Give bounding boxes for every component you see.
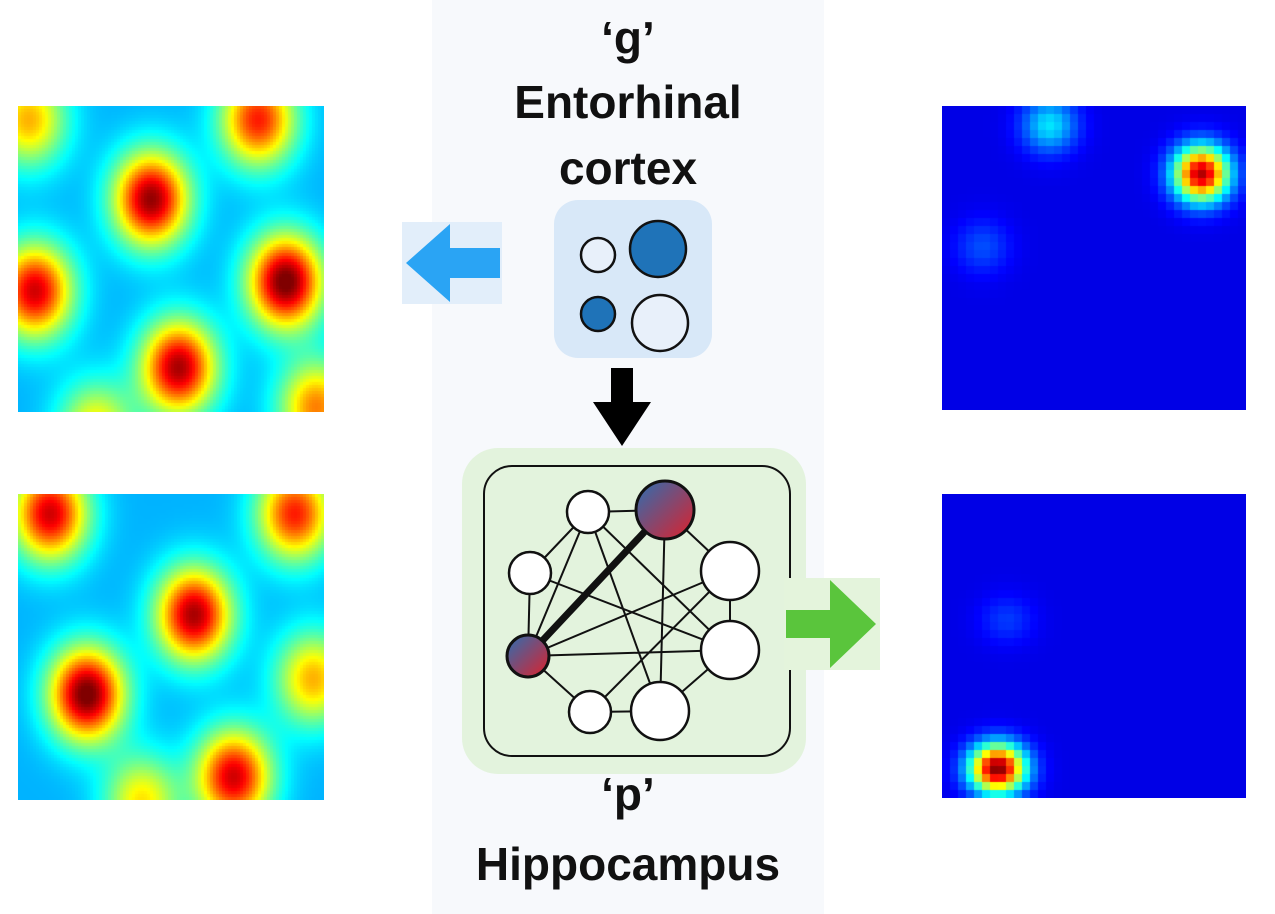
grid-neuron-icon: [579, 236, 617, 274]
place-neuron-icon: [629, 680, 691, 742]
entorhinal-letter-label: ‘g’: [601, 12, 655, 64]
active-place-neuron-icon: [634, 479, 696, 541]
hippocampus-name-label: Hippocampus: [475, 838, 781, 890]
place-neuron-icon: [507, 550, 553, 596]
entorhinal-name-line2: cortex: [558, 142, 698, 194]
place-field-map-bottom: [942, 494, 1246, 798]
grid-neuron-icon: [579, 295, 617, 333]
down-arrow-icon: [593, 368, 651, 446]
hippocampus-letter-label: ‘p’: [601, 768, 655, 820]
entorhinal-name-line1: Entorhinal: [514, 76, 742, 128]
green-arrow-right-icon: [784, 578, 880, 670]
blue-arrow-left-icon: [402, 222, 502, 304]
grid-cell-map-top: [18, 106, 324, 412]
entorhinal-box: [554, 200, 712, 358]
grid-cell-map-bottom: [18, 494, 324, 800]
place-neuron-icon: [699, 619, 761, 681]
strong-connection: [525, 507, 668, 659]
grid-neuron-icon: [630, 293, 690, 353]
place-field-map-top: [942, 106, 1246, 410]
active-place-neuron-icon: [505, 633, 551, 679]
place-neuron-icon: [567, 689, 613, 735]
place-neuron-icon: [699, 540, 761, 602]
grid-neuron-icon: [628, 219, 688, 279]
place-neuron-icon: [565, 489, 611, 535]
